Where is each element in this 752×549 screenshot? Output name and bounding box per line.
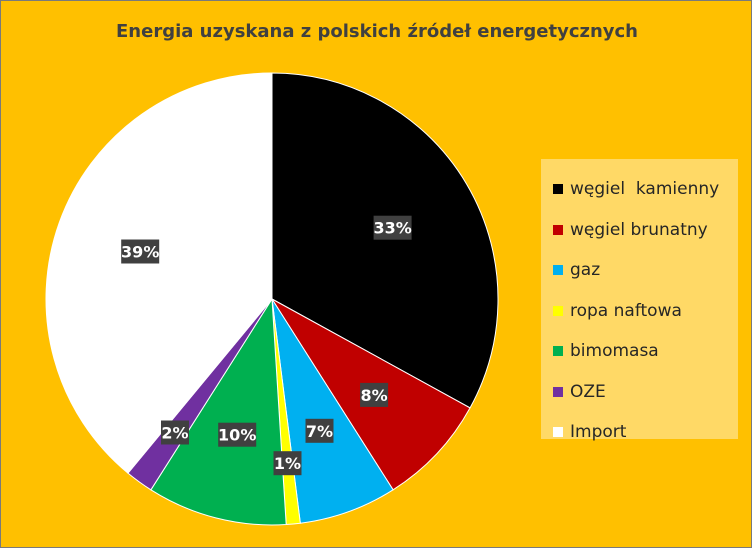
pie-slice-import <box>45 72 273 474</box>
svg-text:8%: 8% <box>361 386 388 405</box>
svg-text:39%: 39% <box>121 243 159 262</box>
svg-text:1%: 1% <box>274 454 301 473</box>
legend-swatch <box>553 265 563 276</box>
legend-swatch <box>553 224 563 235</box>
legend-label: gaz <box>570 260 601 281</box>
legend-label: OZE <box>570 381 606 402</box>
legend-item-import: Import <box>553 412 738 453</box>
svg-text:7%: 7% <box>306 422 333 441</box>
svg-text:10%: 10% <box>218 426 256 445</box>
legend-swatch <box>553 305 563 316</box>
legend-item-bimomasa: bimomasa <box>553 331 738 372</box>
svg-text:33%: 33% <box>373 219 411 238</box>
legend-label: Import <box>570 422 627 443</box>
data-label-ropa-naftowa: 1% <box>273 451 302 476</box>
pie-slice-bimomasa <box>150 297 287 526</box>
legend-swatch <box>553 184 563 195</box>
legend-item-oze: OZE <box>553 372 738 413</box>
legend-label: bimomasa <box>570 341 659 362</box>
legend-item-wegiel-kamienny: węgiel kamienny <box>553 169 738 210</box>
legend-label: węgiel kamienny <box>570 179 720 200</box>
data-label-wegiel-kamienny: 33% <box>373 215 412 240</box>
legend-item-ropa-naftowa: ropa naftowa <box>553 291 738 332</box>
svg-text:2%: 2% <box>161 424 188 443</box>
chart-title: Energia uzyskana z polskich źródeł energ… <box>116 21 638 42</box>
legend-label: ropa naftowa <box>570 300 682 321</box>
data-label-oze: 2% <box>161 420 189 445</box>
pie-slice-wegiel-kamienny <box>271 72 499 409</box>
data-label-gaz: 7% <box>305 418 334 443</box>
data-label-bimomasa: 10% <box>218 422 256 447</box>
data-label-import: 39% <box>121 239 159 264</box>
legend-item-gaz: gaz <box>553 250 738 291</box>
legend: węgiel kamienny węgiel brunatny gaz ropa na… <box>541 159 738 442</box>
legend-swatch <box>553 427 563 438</box>
legend-swatch <box>553 346 563 357</box>
data-label-wegiel-brunatny: 8% <box>360 382 389 407</box>
legend-swatch <box>553 386 563 397</box>
legend-item-wegiel-brunatny: węgiel brunatny <box>553 210 738 251</box>
legend-label: węgiel brunatny <box>570 219 708 240</box>
